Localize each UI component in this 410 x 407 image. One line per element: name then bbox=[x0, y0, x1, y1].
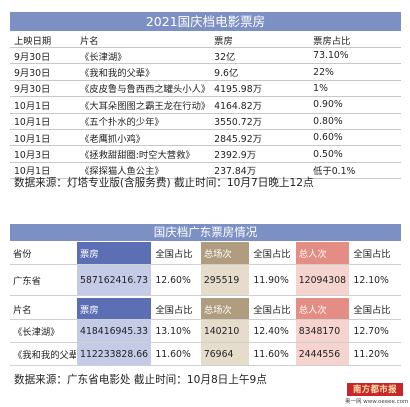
box-office: 4164.82万 bbox=[210, 96, 310, 114]
share: 0.80% bbox=[309, 113, 401, 130]
share: 22% bbox=[309, 63, 401, 81]
header-box-office: 票房 bbox=[210, 33, 310, 48]
film-name: 《大耳朵图图之霸王龙在行动》 bbox=[76, 96, 211, 114]
newspaper-logo: 南方都市报 bbox=[347, 383, 403, 396]
admissions: 2444556 bbox=[295, 342, 351, 366]
box-office: 587162416.73 bbox=[76, 264, 153, 296]
screenings: 295519 bbox=[200, 264, 251, 296]
guangdong-title: 国庆档广东票房情况 bbox=[10, 224, 401, 241]
header-share: 票房占比 bbox=[309, 33, 401, 48]
header-screenings-share: 全国占比 bbox=[249, 242, 296, 265]
film-name: 《我和我的父辈》 bbox=[76, 63, 211, 81]
screenings: 140210 bbox=[200, 319, 251, 343]
box-office: 32亿 bbox=[210, 47, 310, 65]
film-name: 《长津湖》 bbox=[76, 47, 211, 65]
share: 0.50% bbox=[309, 145, 401, 163]
table-row: 10月1日 《大耳朵图图之霸王龙在行动》 4164.82万 0.90% bbox=[10, 96, 401, 114]
film-name: 《老鹰抓小鸡》 bbox=[76, 129, 211, 147]
header-box-office: 票房 bbox=[76, 242, 153, 265]
table-row: 《长津湖》 418416945.33 13.10% 140210 12.40% … bbox=[10, 319, 401, 343]
table-row: 10月1日 《老鹰抓小鸡》 2845.92万 0.60% bbox=[10, 129, 401, 147]
national-title: 2021国庆档电影票房 bbox=[10, 12, 401, 31]
film-name: 《我和我的父辈》 bbox=[10, 342, 78, 366]
table-row: 9月30日 《皮皮鲁与鲁西西之罐头小人》 4195.98万 1% bbox=[10, 80, 401, 98]
header-film-name: 片名 bbox=[10, 298, 78, 320]
logo-url-text: 奥一网 www.oeeee.com bbox=[345, 399, 409, 405]
screenings-share: 12.40% bbox=[249, 319, 296, 343]
share: 73.10% bbox=[309, 47, 401, 65]
share: 0.60% bbox=[309, 129, 401, 147]
share: 低于0.1% bbox=[309, 162, 401, 180]
header-box-office-share: 全国占比 bbox=[151, 242, 201, 265]
header-box-office-share: 全国占比 bbox=[151, 298, 201, 320]
box-office: 112233828.66 bbox=[76, 342, 153, 366]
table-row: 9月30日 《我和我的父辈》 9.6亿 22% bbox=[10, 63, 401, 81]
admissions-share: 12.10% bbox=[349, 264, 401, 296]
box-office: 2392.9万 bbox=[210, 145, 310, 163]
box-office: 418416945.33 bbox=[76, 319, 153, 343]
release-date: 10月1日 bbox=[10, 96, 76, 114]
film-name: 《长津湖》 bbox=[10, 319, 78, 343]
province-name: 广东省 bbox=[10, 264, 78, 296]
header-screenings: 总场次 bbox=[200, 242, 251, 265]
release-date: 9月30日 bbox=[10, 80, 76, 98]
box-office: 9.6亿 bbox=[210, 63, 310, 81]
release-date: 10月3日 bbox=[10, 145, 76, 163]
release-date: 10月1日 bbox=[10, 129, 76, 147]
guangdong-film-table: 片名 票房 全国占比 总场次 全国占比 总人次 全国占比 《长津湖》 41841… bbox=[10, 298, 401, 366]
screenings-share: 11.90% bbox=[249, 264, 296, 296]
header-screenings: 总场次 bbox=[200, 298, 251, 320]
header-admissions: 总人次 bbox=[295, 298, 351, 320]
national-box-office-table: 上映日期 片名 票房 票房占比 9月30日 《长津湖》 32亿 73.10% 9… bbox=[10, 33, 401, 180]
table-row: 10月1日 《探探猫人鱼公主》 237.84万 低于0.1% bbox=[10, 162, 401, 180]
box-office-share: 13.10% bbox=[151, 319, 201, 343]
guangdong-province-table: 省份 票房 全国占比 总场次 全国占比 总人次 全国占比 广东省 5871624… bbox=[10, 242, 401, 296]
guangdong-source-note: 数据来源：广东省电影处 截止时间：10月8日上午9点 bbox=[14, 374, 267, 386]
screenings-share: 11.60% bbox=[249, 342, 296, 366]
screenings: 76964 bbox=[200, 342, 251, 366]
table-row: 《我和我的父辈》 112233828.66 11.60% 76964 11.60… bbox=[10, 342, 401, 366]
admissions: 8348170 bbox=[295, 319, 351, 343]
table-header-row: 省份 票房 全国占比 总场次 全国占比 总人次 全国占比 bbox=[10, 242, 401, 265]
header-province: 省份 bbox=[10, 242, 78, 265]
admissions-share: 12.70% bbox=[349, 319, 401, 343]
film-name: 《皮皮鲁与鲁西西之罐头小人》 bbox=[76, 80, 211, 98]
header-admissions-share: 全国占比 bbox=[349, 298, 401, 320]
release-date: 9月30日 bbox=[10, 47, 76, 65]
film-name: 《五个扑水的少年》 bbox=[76, 113, 211, 130]
release-date: 9月30日 bbox=[10, 63, 76, 81]
box-office: 4195.98万 bbox=[210, 80, 310, 98]
box-office-share: 11.60% bbox=[151, 342, 201, 366]
film-name: 《探探猫人鱼公主》 bbox=[76, 162, 211, 180]
header-screenings-share: 全国占比 bbox=[249, 298, 296, 320]
table-row: 9月30日 《长津湖》 32亿 73.10% bbox=[10, 47, 401, 65]
header-box-office: 票房 bbox=[76, 298, 153, 320]
share: 1% bbox=[309, 80, 401, 98]
national-source-note: 数据来源：灯塔专业版(含服务费) 截止时间：10月7日晚上12点 bbox=[14, 177, 314, 189]
header-admissions-share: 全国占比 bbox=[349, 242, 401, 265]
admissions: 12094308 bbox=[295, 264, 351, 296]
table-row: 10月3日 《拯救甜甜圈:时空大营救》 2392.9万 0.50% bbox=[10, 145, 401, 163]
header-release-date: 上映日期 bbox=[10, 33, 76, 48]
table-row: 10月1日 《五个扑水的少年》 3550.72万 0.80% bbox=[10, 113, 401, 130]
table-header-row: 上映日期 片名 票房 票房占比 bbox=[10, 33, 401, 48]
header-admissions: 总人次 bbox=[295, 242, 351, 265]
box-office: 3550.72万 bbox=[210, 113, 310, 130]
header-film-name: 片名 bbox=[76, 33, 211, 48]
release-date: 10月1日 bbox=[10, 113, 76, 130]
table-header-row: 片名 票房 全国占比 总场次 全国占比 总人次 全国占比 bbox=[10, 298, 401, 320]
box-office-share: 12.60% bbox=[151, 264, 201, 296]
table-row: 广东省 587162416.73 12.60% 295519 11.90% 12… bbox=[10, 264, 401, 296]
admissions-share: 11.20% bbox=[349, 342, 401, 366]
box-office: 237.84万 bbox=[210, 162, 310, 180]
release-date: 10月1日 bbox=[10, 162, 76, 180]
film-name: 《拯救甜甜圈:时空大营救》 bbox=[76, 145, 211, 163]
share: 0.90% bbox=[309, 96, 401, 114]
box-office: 2845.92万 bbox=[210, 129, 310, 147]
